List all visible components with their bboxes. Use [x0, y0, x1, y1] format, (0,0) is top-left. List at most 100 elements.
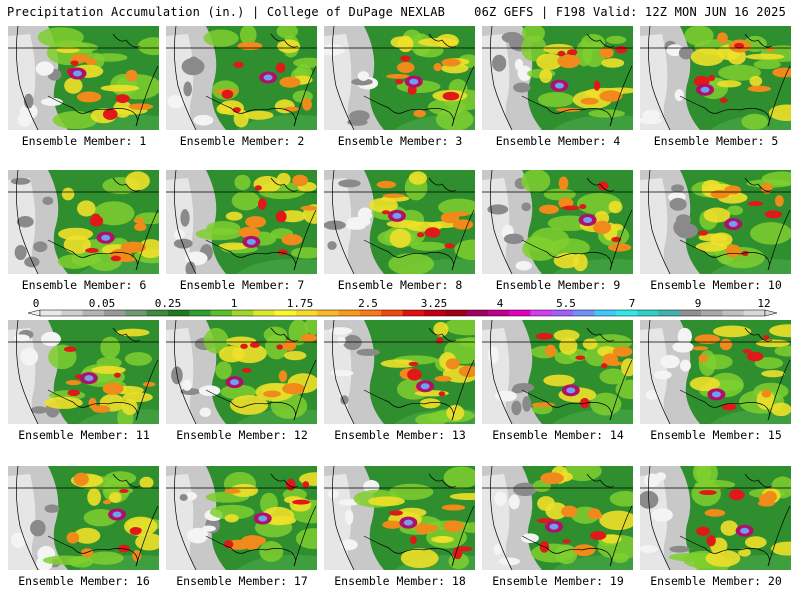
precip-moderate [771, 541, 791, 556]
precip-heavy [300, 205, 317, 211]
precip-max-core [549, 523, 559, 530]
precip-moderate [125, 171, 150, 191]
precip-moderate [449, 493, 475, 501]
precip-max-core [84, 375, 94, 382]
east-coastline [135, 359, 159, 421]
precip-heavy [707, 509, 717, 515]
precip-light [581, 34, 606, 51]
precip-moderate [720, 520, 738, 536]
precip-light [100, 336, 121, 359]
west-coastline [648, 26, 671, 130]
precip-moderate [64, 77, 83, 94]
dry-patch [653, 370, 672, 380]
ensemble-map-panel [482, 466, 633, 570]
precip-moderate [218, 242, 249, 250]
border-us-mexico [47, 239, 109, 258]
precip-heavy [300, 333, 317, 342]
precip-moderate [369, 197, 398, 213]
dry-patch [24, 256, 40, 268]
precip-light [195, 227, 242, 241]
precip-very-heavy [381, 210, 391, 215]
precip-light [410, 241, 447, 251]
border-us-mexico [205, 389, 267, 408]
dry-patch [640, 545, 658, 553]
ensemble-map-panel [640, 466, 791, 570]
east-coastline [767, 65, 791, 127]
dry-patch [492, 54, 507, 72]
dry-patch [44, 504, 60, 513]
dry-patch [513, 482, 538, 497]
precip-light [761, 171, 791, 186]
precip-heavy [133, 217, 145, 224]
precip-heavy [382, 193, 405, 198]
dry-patch [669, 545, 690, 553]
precip-light [590, 392, 622, 416]
precip-light [563, 466, 602, 481]
border-us-mexico [521, 389, 583, 408]
precip-light [609, 491, 633, 507]
dry-patch [330, 370, 354, 377]
border-us-mexico [521, 535, 583, 554]
precip-very-heavy [575, 355, 586, 360]
precip-heavy [774, 195, 784, 207]
west-coastline [16, 26, 39, 130]
precip-light [444, 320, 475, 336]
dry-patch [19, 103, 38, 120]
ocean-region [552, 258, 633, 274]
precip-light [93, 201, 135, 226]
border-us-mexico [205, 239, 267, 258]
precip-light [52, 111, 98, 130]
precip-moderate [61, 187, 75, 201]
precip-light [290, 247, 317, 259]
precip-very-heavy [763, 334, 770, 341]
dry-patch [357, 71, 370, 81]
colorbar-tick-label: 7 [628, 297, 636, 310]
precip-light [605, 35, 627, 45]
precip-moderate [91, 365, 126, 374]
ensemble-member-label: Ensemble Member: 8 [337, 278, 463, 292]
ensemble-member-label: Ensemble Member: 19 [492, 574, 624, 588]
dry-patch [30, 406, 48, 414]
dry-patch [494, 390, 517, 402]
ensemble-map-panel [640, 320, 791, 424]
precip-moderate [755, 339, 790, 348]
precip-light [388, 253, 435, 274]
precip-moderate [283, 350, 307, 361]
border-us-mexico [47, 95, 109, 114]
precip-max-core [728, 221, 738, 228]
precip-very-heavy [424, 227, 441, 238]
precip-moderate [277, 39, 301, 54]
colorbar-swatch [359, 310, 382, 316]
great-lakes-outline [270, 177, 299, 192]
precip-max-core [246, 238, 256, 245]
precip-light [454, 239, 475, 261]
precip-max-core [258, 515, 268, 522]
precip-very-heavy [733, 42, 745, 49]
precip-very-heavy [696, 526, 710, 536]
border-us-mexico [679, 95, 741, 114]
west-coastline [648, 466, 671, 570]
colorbar-swatch [317, 310, 339, 316]
precip-moderate [135, 533, 159, 551]
precip-light [239, 26, 257, 46]
ensemble-member-label: Ensemble Member: 11 [18, 428, 150, 442]
west-coastline [332, 170, 355, 274]
precip-moderate [608, 200, 623, 214]
precip-moderate [139, 476, 154, 489]
border-us-mexico [521, 239, 583, 258]
precip-very-heavy [113, 372, 121, 378]
precip-max-core [403, 519, 413, 526]
dry-patch [511, 386, 524, 394]
west-coastline [174, 466, 197, 570]
great-lakes-outline [270, 33, 299, 48]
dry-patch [655, 472, 667, 481]
dry-patch [10, 532, 26, 548]
colorbar-swatch [594, 310, 617, 316]
dry-patch [42, 196, 54, 206]
precip-max-core [420, 383, 430, 390]
dry-patch [340, 539, 358, 551]
precip-light [68, 556, 94, 568]
precip-heavy [531, 402, 556, 408]
colorbar-swatch [167, 310, 190, 316]
precip-light [124, 352, 153, 366]
